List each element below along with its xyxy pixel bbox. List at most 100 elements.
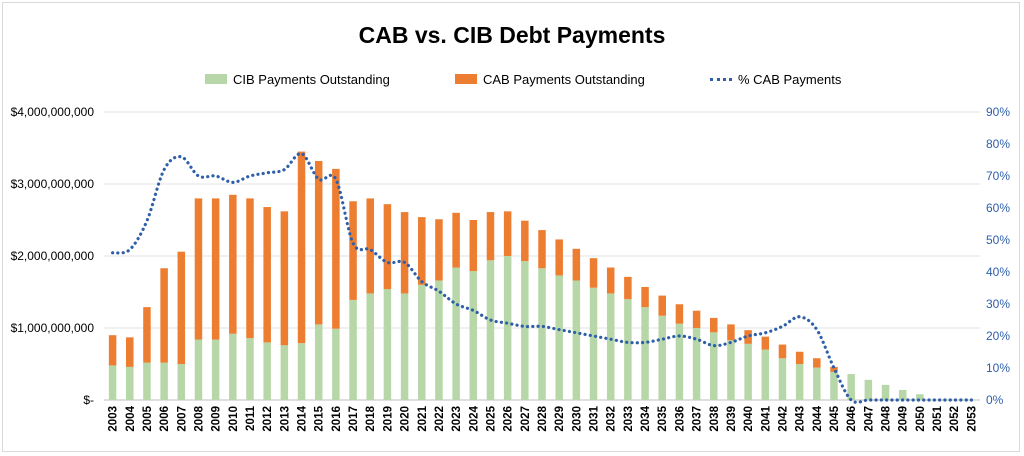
bar-cab — [606, 267, 615, 294]
chart-title: CAB vs. CIB Debt Payments — [358, 22, 666, 48]
bar-cib — [332, 328, 340, 400]
bar-cab — [229, 194, 237, 334]
bar-cab — [778, 344, 787, 359]
bar-cib — [280, 345, 289, 400]
legend-item-cab: CAB Payments Outstanding — [455, 70, 645, 88]
bar-cib — [418, 284, 426, 400]
bar-cab — [194, 198, 203, 340]
legend-swatch-cab — [455, 74, 477, 84]
y-left-tick-label: $4,000,000,000 — [11, 105, 95, 119]
x-tick-label: 2029 — [554, 406, 566, 432]
bar-cib — [589, 287, 598, 400]
bar-cib — [452, 267, 460, 400]
x-tick-label: 2014 — [297, 405, 309, 431]
bar-cib — [710, 332, 718, 400]
bar-cib — [246, 338, 254, 400]
x-tick-label: 2022 — [434, 406, 446, 432]
x-tick-label: 2042 — [777, 406, 789, 432]
y-right-tick-label: 70% — [986, 169, 1010, 183]
bar-cib — [830, 371, 838, 400]
bar-cab — [349, 201, 357, 300]
bar-cab — [452, 212, 460, 268]
bar-cib — [108, 365, 117, 400]
y-right-tick-label: 0% — [986, 393, 1004, 407]
bar-cab — [246, 198, 254, 339]
bar-cib — [744, 343, 752, 400]
bar-cib — [727, 340, 735, 400]
bar-cib — [521, 261, 529, 400]
bar-cib — [126, 366, 134, 400]
x-tick-label: 2009 — [211, 406, 223, 432]
x-tick-label: 2037 — [692, 406, 704, 432]
x-tick-label: 2038 — [709, 405, 721, 431]
bar-cab — [297, 151, 306, 344]
bar-cab — [143, 307, 151, 363]
bar-cib — [211, 339, 220, 400]
x-tick-label: 2026 — [503, 406, 515, 432]
y-left-tick-label: $3,000,000,000 — [11, 177, 95, 191]
bar-cib — [898, 389, 907, 400]
bar-cab — [624, 276, 632, 300]
bar-cab — [126, 337, 134, 367]
bar-cib — [641, 307, 649, 400]
bar-cab — [589, 258, 598, 288]
x-tick-label: 2005 — [142, 405, 154, 431]
legend-label-cab: CAB Payments Outstanding — [483, 71, 645, 87]
x-tick-label: 2018 — [365, 405, 377, 431]
bar-cib — [435, 280, 443, 400]
bar-cab — [108, 335, 117, 366]
bar-cab — [727, 324, 735, 341]
x-tick-label: 2051 — [932, 405, 944, 431]
legend-label-pct: % CAB Payments — [738, 71, 842, 87]
bar-cib — [795, 364, 804, 400]
bar-cib — [469, 271, 478, 400]
x-tick-label: 2015 — [314, 405, 326, 431]
x-tick-label: 2007 — [176, 406, 188, 432]
bar-cib — [692, 328, 701, 400]
bar-cib — [813, 367, 821, 400]
legend-swatch-pct — [710, 77, 732, 81]
bar-cab — [572, 248, 581, 281]
y-right-tick-label: 80% — [986, 137, 1010, 151]
legend-item-pct: % CAB Payments — [710, 70, 841, 88]
bar-cab — [795, 351, 804, 364]
x-tick-label: 2039 — [726, 406, 738, 432]
bar-cib — [555, 275, 563, 400]
bar-cab — [658, 295, 666, 316]
x-tick-label: 2045 — [829, 405, 841, 431]
bar-cib — [194, 339, 203, 400]
x-tick-label: 2048 — [881, 405, 893, 431]
bar-cib — [160, 362, 168, 400]
bar-cib — [503, 256, 512, 400]
x-tick-label: 2020 — [400, 406, 412, 432]
bar-cib — [881, 384, 890, 400]
x-tick-label: 2049 — [898, 406, 910, 432]
x-tick-label: 2044 — [812, 405, 824, 431]
bar-cab — [744, 330, 752, 344]
bar-cab — [503, 211, 512, 256]
bar-cab — [314, 160, 323, 325]
bar-cab — [486, 212, 495, 261]
x-tick-label: 2004 — [125, 405, 137, 431]
x-tick-label: 2019 — [382, 406, 394, 432]
bar-cib — [538, 268, 546, 400]
bar-cib — [624, 299, 632, 400]
bar-cab — [692, 310, 701, 328]
bar-cib — [675, 323, 684, 400]
bar-cib — [349, 299, 357, 400]
y-right-tick-label: 10% — [986, 361, 1010, 375]
y-right-tick-label: 60% — [986, 201, 1010, 215]
x-tick-label: 2052 — [949, 406, 961, 432]
legend-label-cib: CIB Payments Outstanding — [233, 71, 390, 87]
x-tick-label: 2047 — [863, 406, 875, 432]
x-tick-label: 2041 — [760, 405, 772, 431]
bar-cab — [813, 358, 821, 368]
x-tick-label: 2017 — [348, 406, 360, 432]
bar-cib — [864, 379, 873, 400]
x-tick-label: 2036 — [674, 406, 686, 432]
bar-cib — [847, 374, 855, 400]
y-left-tick-label: $2,000,000,000 — [11, 249, 95, 263]
bar-cib — [314, 324, 323, 400]
bar-cab — [435, 219, 443, 281]
